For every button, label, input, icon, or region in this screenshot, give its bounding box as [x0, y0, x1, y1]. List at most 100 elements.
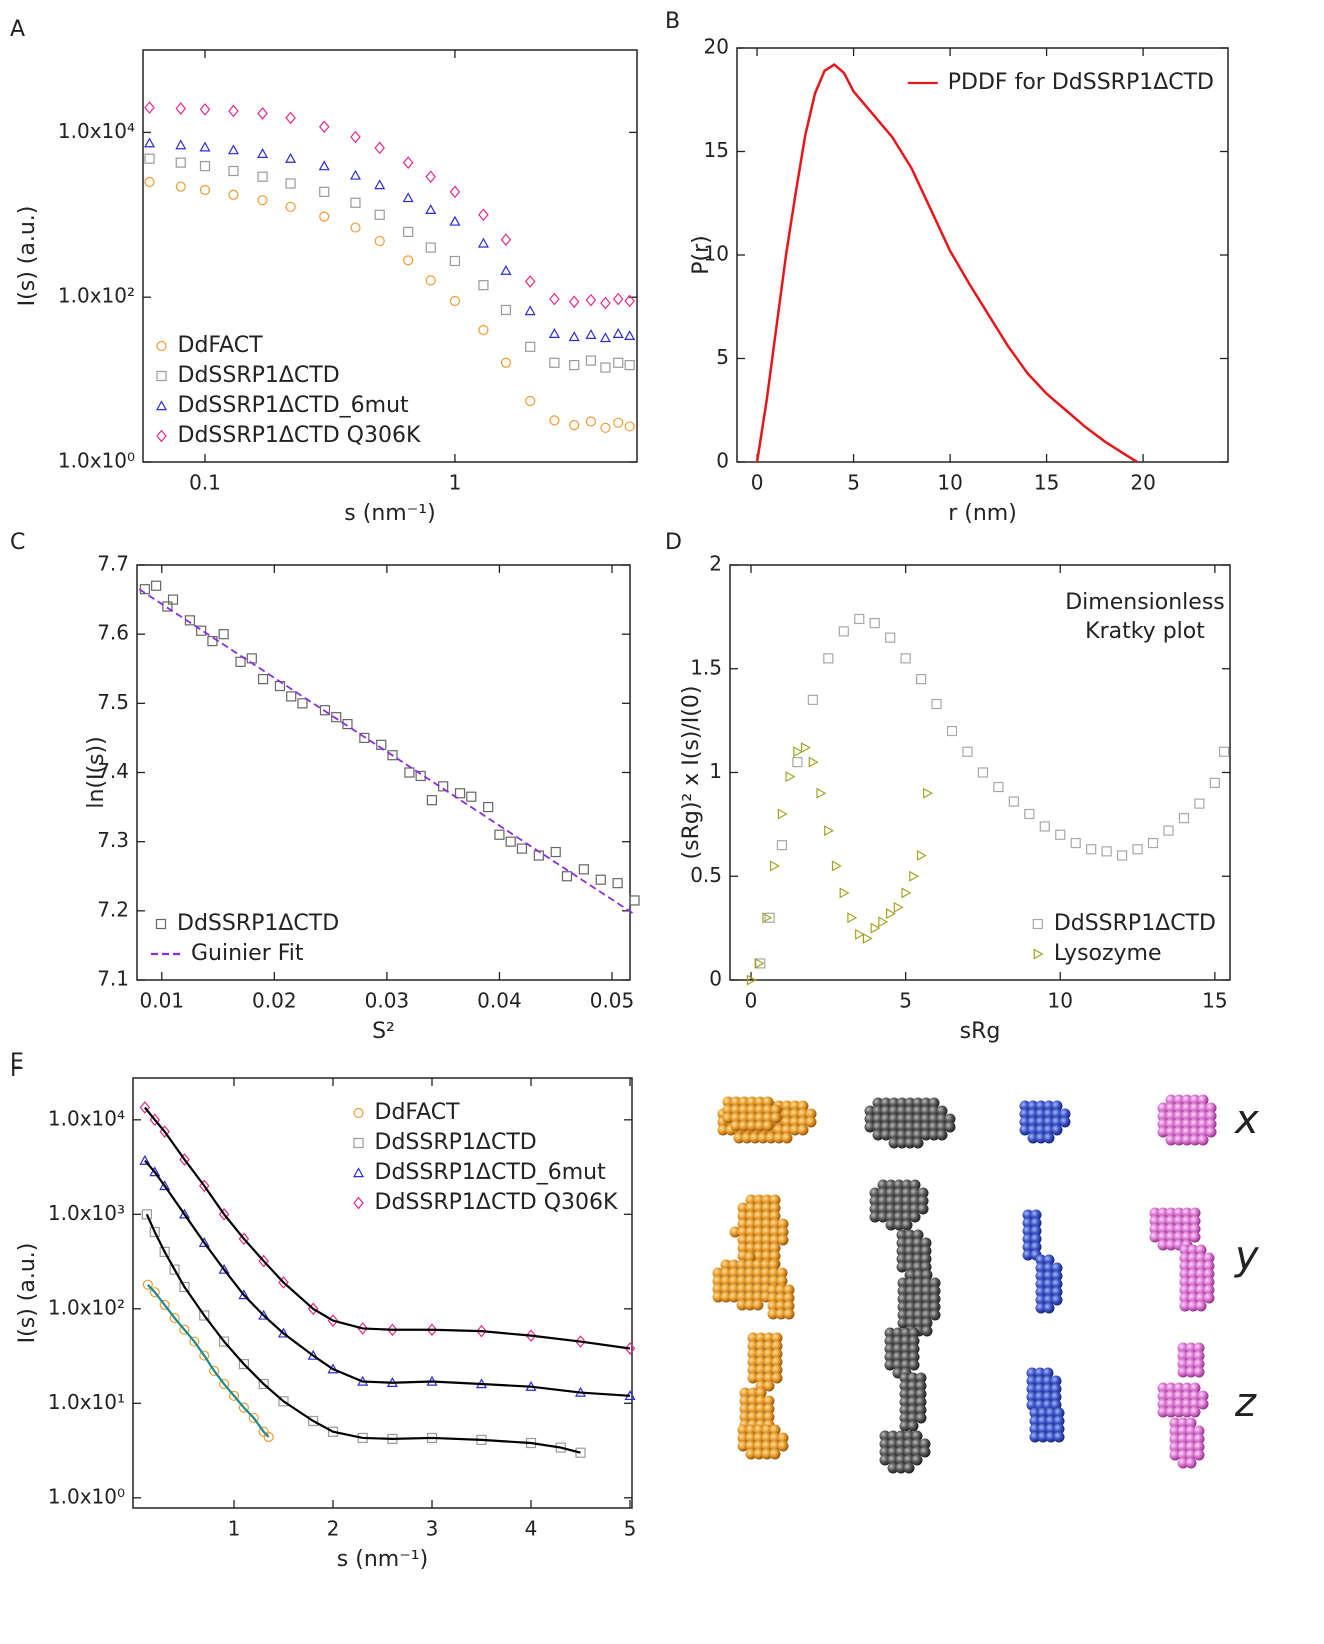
x-axis-title: s (nm⁻¹) [344, 501, 435, 526]
bead [915, 1404, 927, 1416]
bead [1181, 1207, 1193, 1219]
bead [1027, 1132, 1039, 1144]
bead [907, 1420, 919, 1432]
bead [722, 1112, 734, 1124]
bead [747, 1348, 759, 1360]
bead [1181, 1231, 1193, 1243]
bead [912, 1253, 924, 1265]
data-point [500, 233, 512, 246]
bead [781, 1100, 793, 1112]
bead [1189, 1223, 1201, 1235]
data-point [612, 292, 624, 306]
data-point [404, 767, 415, 778]
data-point [178, 1208, 191, 1219]
data-point [139, 1101, 151, 1114]
data-point [198, 1237, 210, 1247]
data-point [500, 304, 512, 316]
bead [737, 1226, 749, 1238]
y-tick-label: 7.7 [97, 552, 129, 576]
bead [1165, 1126, 1177, 1138]
bead [769, 1424, 781, 1436]
bead [1050, 1383, 1062, 1395]
bead [879, 1438, 891, 1450]
bead [733, 1132, 745, 1144]
data-point [218, 629, 229, 640]
data-point [764, 912, 775, 923]
bead [904, 1229, 916, 1241]
data-point [175, 181, 186, 192]
data-point [257, 107, 268, 120]
data-point [278, 1396, 289, 1407]
bead [738, 1112, 750, 1124]
data-point [207, 635, 218, 647]
data-point [923, 787, 934, 799]
data-point [624, 359, 635, 371]
data-point [476, 1324, 487, 1338]
data-point [548, 328, 560, 338]
bead [907, 1404, 919, 1416]
data-point [199, 103, 211, 116]
bead [896, 1237, 908, 1249]
bead [928, 1113, 940, 1125]
bead [912, 1113, 924, 1125]
bead [777, 1234, 789, 1246]
bead [1053, 1423, 1065, 1435]
bead [771, 1356, 783, 1368]
y-tick-label: 1.0x10³ [48, 1201, 125, 1225]
data-point [318, 160, 330, 171]
bead [912, 1137, 924, 1149]
data-point [218, 1336, 230, 1347]
molecule-model [1157, 1342, 1209, 1469]
bead [1195, 1292, 1207, 1304]
x-tick-label: 0.02 [252, 989, 297, 1013]
bead [1179, 1276, 1191, 1288]
bead [1197, 1102, 1209, 1114]
bead [777, 1440, 789, 1452]
data-point [376, 739, 387, 750]
bead [783, 1308, 795, 1320]
bead [789, 1108, 801, 1120]
bead [887, 1430, 899, 1442]
x-tick-label: 0.01 [139, 989, 184, 1013]
molecule-model [737, 1332, 789, 1460]
data-point [238, 1232, 250, 1246]
bead [900, 1359, 912, 1371]
bead [904, 1121, 916, 1133]
bead [872, 1113, 884, 1125]
x-tick-label: 4 [525, 1517, 538, 1541]
bead [1157, 1215, 1169, 1227]
bead [763, 1372, 775, 1384]
bead [1193, 1358, 1205, 1370]
data-point [755, 958, 766, 969]
data-point [199, 141, 211, 152]
legend: DdFACT DdSSRP1ΔCTD DdSSRP1ΔCTD_6mut DdSSRP1… [353, 1100, 618, 1215]
bead [1205, 1118, 1217, 1130]
bead [1157, 1398, 1169, 1410]
bead [921, 1277, 933, 1289]
bead [1187, 1260, 1199, 1272]
data-point [1024, 808, 1035, 820]
bead [1181, 1398, 1193, 1410]
bead [895, 1438, 907, 1450]
bead [920, 1105, 932, 1117]
data-point [1178, 813, 1190, 824]
bead [755, 1340, 767, 1352]
bead [1189, 1134, 1201, 1146]
data-point [319, 705, 331, 716]
data-point [1070, 837, 1081, 849]
data-point [227, 144, 239, 155]
bead [763, 1411, 775, 1423]
bead [1187, 1276, 1199, 1288]
data-point [218, 1378, 230, 1390]
data-point [403, 226, 414, 238]
data-point [142, 1279, 153, 1290]
data-point [993, 781, 1004, 793]
y-tick-label: 1.0x10⁰ [58, 449, 135, 473]
bead [1030, 1225, 1042, 1237]
bead [753, 1440, 765, 1452]
bead [1177, 1441, 1189, 1453]
data-point [549, 415, 560, 426]
bead [771, 1332, 783, 1344]
bead [915, 1412, 927, 1424]
bead [904, 1253, 916, 1265]
